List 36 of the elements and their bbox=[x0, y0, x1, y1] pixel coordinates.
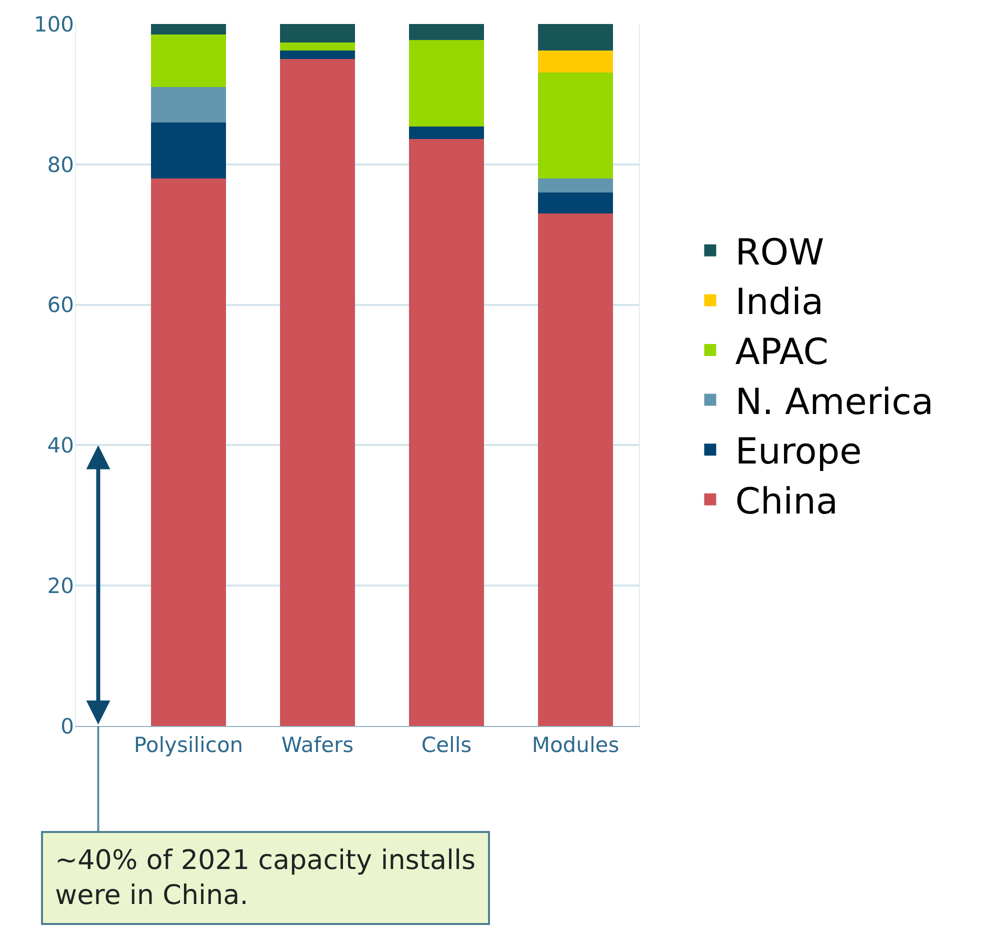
legend-label: N. America bbox=[735, 382, 934, 423]
y-tick-label: 60 bbox=[47, 293, 74, 318]
bar bbox=[151, 24, 226, 35]
bar bbox=[538, 178, 613, 192]
bar bbox=[538, 192, 613, 214]
bar bbox=[151, 178, 226, 726]
bar bbox=[280, 24, 355, 42]
bar bbox=[280, 50, 355, 60]
bar bbox=[538, 50, 613, 72]
y-tick-label: 80 bbox=[47, 152, 74, 177]
text: ~40% of 2021 capacity installs were in China. bbox=[55, 845, 476, 912]
legend-label: ROW bbox=[735, 232, 824, 274]
legend-label: APAC bbox=[735, 332, 828, 374]
y-tick-label: 100 bbox=[34, 12, 74, 36]
y-tick-label: 20 bbox=[47, 574, 74, 598]
y-tick-label: 0 bbox=[60, 714, 74, 738]
legend-label: China bbox=[735, 481, 838, 522]
bar bbox=[409, 126, 484, 140]
x-tick-label: Modules bbox=[532, 733, 620, 758]
y-tick-label: 40 bbox=[47, 434, 74, 458]
bar bbox=[538, 214, 613, 726]
bar bbox=[151, 34, 226, 88]
x-tick-label: Polysilicon bbox=[134, 733, 244, 758]
bar bbox=[409, 40, 484, 126]
bar bbox=[151, 87, 226, 122]
bar bbox=[151, 122, 226, 178]
x-tick-label: Cells bbox=[421, 733, 472, 758]
legend-label: India bbox=[735, 282, 824, 324]
bar bbox=[538, 24, 613, 51]
bar bbox=[280, 59, 355, 726]
legend-label: Europe bbox=[735, 432, 862, 473]
bar bbox=[280, 42, 355, 51]
x-tick-label: Wafers bbox=[281, 733, 354, 758]
bar bbox=[409, 139, 484, 726]
bar bbox=[538, 72, 613, 178]
bar bbox=[409, 24, 484, 40]
